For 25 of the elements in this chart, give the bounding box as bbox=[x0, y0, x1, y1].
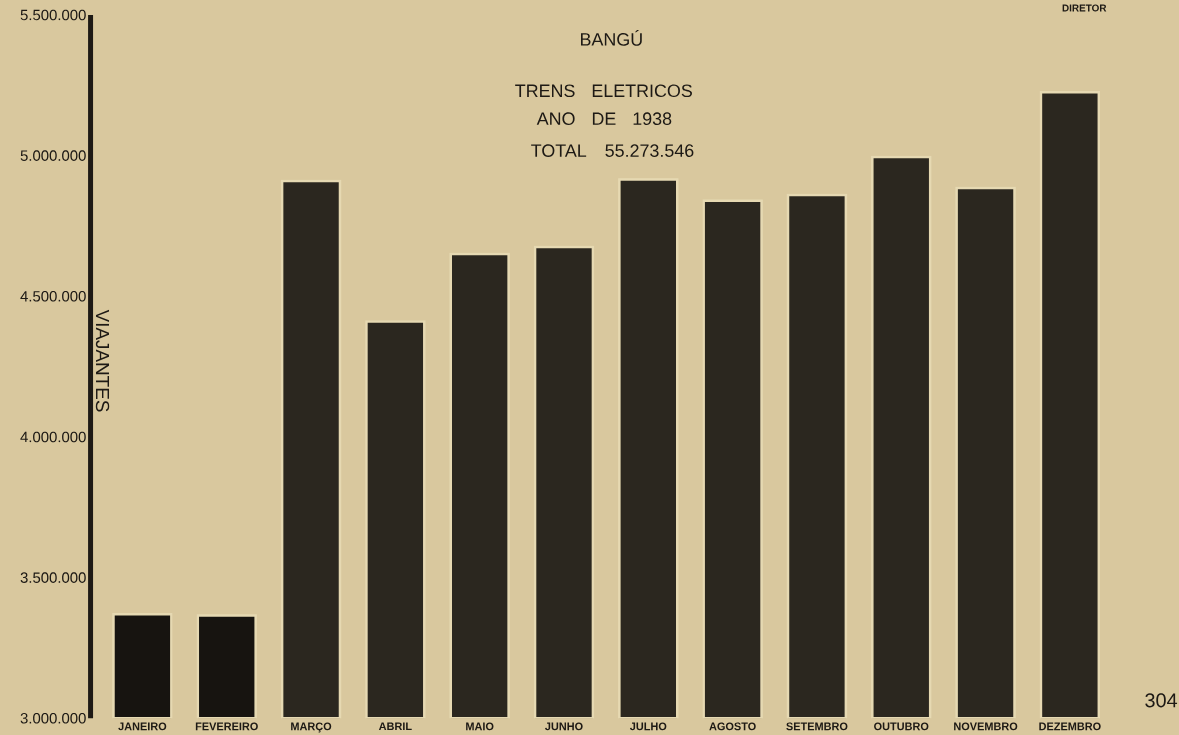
y-tick-label: 3.500.000 bbox=[20, 572, 86, 583]
x-tick-label: MARÇO bbox=[291, 722, 332, 733]
x-tick-label: SETEMBRO bbox=[786, 722, 848, 731]
text: 304 bbox=[1145, 693, 1178, 708]
y-axis-title: VIAJANTES bbox=[95, 309, 110, 412]
x-tick-label: JANEIRO bbox=[118, 722, 167, 731]
annotation: ANO DE 1938 bbox=[536, 112, 672, 125]
x-tick-label: JULHO bbox=[629, 722, 667, 731]
text: BANGÚ bbox=[581, 29, 642, 46]
y-tick-label: 5.500.000 bbox=[20, 9, 86, 21]
x-tick-label: ABRIL bbox=[378, 722, 412, 730]
x-tick-label: NOVEMBRO bbox=[954, 722, 1018, 731]
x-tick-label: AGOSTO bbox=[709, 722, 756, 731]
y-tick-label: 4.000.000 bbox=[20, 431, 86, 443]
y-tick-label: 3.000.000 bbox=[20, 712, 86, 724]
annotation: TOTAL 55.273.546 bbox=[531, 144, 694, 157]
x-tick-label: DEZEMBRO bbox=[1039, 722, 1101, 731]
y-tick-label: 4.500.000 bbox=[20, 290, 86, 302]
y-tick-label: 5.000.000 bbox=[20, 150, 86, 161]
x-tick-label: FEVEREIRO bbox=[195, 722, 258, 731]
x-tick-label: OUTUBRO bbox=[874, 722, 929, 731]
text: DIRETOR bbox=[1062, 4, 1107, 12]
x-tick-label: JUNHO bbox=[545, 722, 583, 731]
text: TRENS ELETRICOS bbox=[515, 84, 692, 97]
x-tick-label: MAIO bbox=[466, 722, 494, 731]
